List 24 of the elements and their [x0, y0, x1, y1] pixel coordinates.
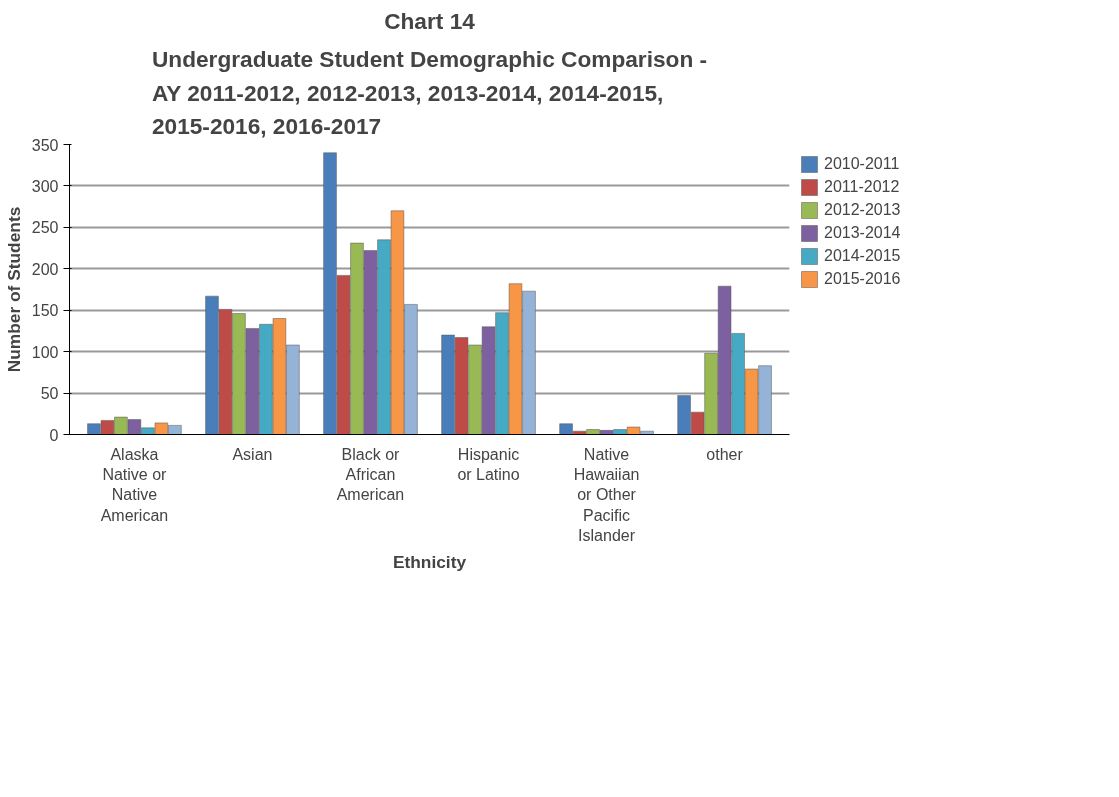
x-tick-label: Hispanic or Latino — [457, 445, 520, 483]
legend-label: 2014-2015 — [824, 247, 901, 265]
legend-label: 2015-2016 — [824, 270, 901, 288]
y-tick-label: 0 — [49, 426, 59, 444]
legend-label: 2012-2013 — [824, 201, 901, 219]
x-tick-label: other — [706, 445, 744, 463]
x-tick-label: Asian — [232, 445, 273, 463]
chart-subtitle: Undergraduate Student Demographic Comparison - AY 2011-2012, 2012-2013, 2013-2014, 2014-2015, 2015-2016, 2016-2017 — [151, 45, 708, 140]
y-tick-label: 150 — [31, 302, 59, 320]
y-tick-label: 100 — [31, 343, 59, 361]
legend-label: 2010-2011 — [824, 155, 900, 173]
y-tick-label: 250 — [31, 219, 59, 237]
x-tick-label: Alaska Native or Native American — [100, 445, 169, 524]
y-tick-label: 300 — [31, 177, 59, 195]
y-tick-label: 350 — [31, 136, 59, 154]
y-tick-label: 50 — [40, 385, 59, 403]
x-tick-label: Native Hawaiian or Other Pacific Islander — [573, 445, 640, 545]
x-tick-label: Black or African American — [336, 445, 405, 504]
legend-label: 2011-2012 — [824, 178, 900, 196]
y-axis-title: Number of Students — [3, 206, 24, 373]
x-axis-title: Ethnicity — [392, 552, 467, 573]
chart-title: Chart 14 — [384, 7, 476, 34]
legend-label: 2013-2014 — [824, 224, 901, 242]
y-tick-label: 200 — [31, 260, 59, 278]
